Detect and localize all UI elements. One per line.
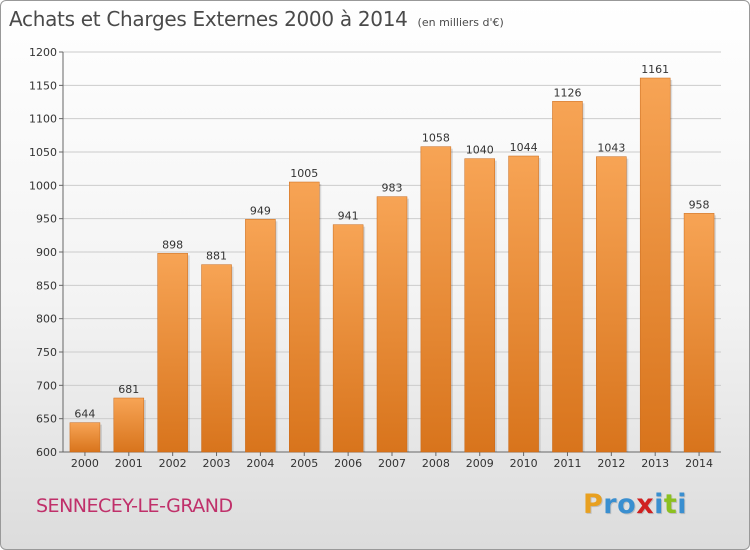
bar-value-label: 941 [338,210,359,223]
logo-letter: o [617,489,637,520]
y-tick-label: 800 [36,313,57,326]
x-tick-label: 2003 [203,457,231,470]
y-tick-label: 600 [36,446,57,459]
commune-name: SENNECEY-LE-GRAND [36,495,233,517]
bar [201,264,232,453]
logo-letter: r [603,489,618,520]
bar [683,213,715,453]
y-tick-label: 750 [36,346,57,359]
bar [69,422,101,453]
bar [245,219,276,453]
x-tick-label: 2002 [159,457,187,470]
chart-title-text: Achats et Charges Externes 2000 à 2014 [9,7,408,31]
bar-value-label: 1126 [553,86,581,99]
bar [596,156,627,453]
bars [69,77,717,453]
bar-value-label: 1040 [466,144,494,157]
x-tick-label: 2000 [71,457,99,470]
bar [289,181,320,453]
data-labels: 644 681 898 881 949 1005 941 983 1058 1040 1044 112… [74,63,709,421]
y-tick-label: 1050 [29,146,57,159]
logo-letter: i [677,489,688,520]
x-tick-label: 2012 [597,457,625,470]
bar-value-label: 983 [382,182,403,195]
proxiti-logo[interactable]: Proxiti [583,489,687,520]
logo-letter: t [663,489,678,520]
chart-subtitle: (en milliers d'€) [417,16,504,29]
bar-value-label: 898 [162,238,183,251]
bar-value-label: 681 [118,383,139,396]
logo-letter: P [583,489,604,520]
bar [113,397,145,453]
y-tick-label: 1200 [29,46,57,59]
bar [552,101,583,453]
bar-value-label: 644 [74,408,95,421]
bar-value-label: 1005 [290,167,318,180]
x-tick-label: 2001 [115,457,143,470]
logo-letter: i [654,489,664,520]
y-tick-label: 1000 [29,179,57,192]
chart-title: Achats et Charges Externes 2000 à 2014 (e… [9,7,504,31]
y-tick-label: 850 [36,279,57,292]
x-tick-label: 2007 [378,457,406,470]
axes: 600 650 700 750 800 850 900 950 1000 1050 1100 1150… [29,46,721,470]
bar-value-label: 1044 [510,141,538,154]
y-tick-label: 650 [36,413,57,426]
bar [508,155,539,453]
x-tick-label: 2013 [641,457,669,470]
bar [332,224,364,453]
bar-value-label: 1161 [641,63,669,76]
x-tick-label: 2005 [290,457,318,470]
x-tick-label: 2009 [466,457,494,470]
x-tick-label: 2008 [422,457,450,470]
x-tick-label: 2010 [510,457,538,470]
bar-value-label: 958 [689,198,710,211]
bar-value-label: 949 [250,204,271,217]
bar-value-label: 1043 [597,142,625,155]
bar [157,253,188,453]
y-tick-label: 1150 [29,79,57,92]
bar-value-label: 881 [206,250,227,263]
x-tick-label: 2014 [685,457,713,470]
bar [376,196,408,453]
x-tick-label: 2004 [246,457,274,470]
bar-value-label: 1058 [422,132,450,145]
y-tick-label: 950 [36,213,57,226]
bar [639,77,671,453]
y-tick-label: 700 [36,379,57,392]
bar [420,146,452,453]
x-tick-label: 2011 [553,457,581,470]
x-tick-label: 2006 [334,457,362,470]
y-tick-label: 1100 [29,113,57,126]
logo-letter: x [636,489,655,520]
y-tick-label: 900 [36,246,57,259]
bar [464,158,495,453]
